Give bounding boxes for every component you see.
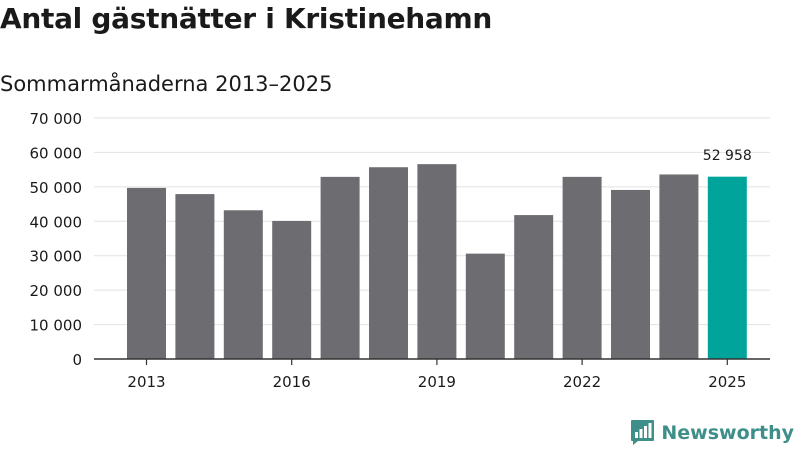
y-tick-label: 0 [72, 351, 82, 369]
bar-2021 [514, 215, 554, 359]
bar-2017 [320, 176, 360, 359]
bar-2022 [562, 176, 602, 359]
chart-title: Antal gästnätter i Kristinehamn [0, 2, 493, 35]
brand-name: Newsworthy [661, 421, 794, 444]
y-tick-label: 70 000 [30, 110, 83, 128]
newsworthy-logo-icon [631, 420, 655, 445]
bar-2024 [659, 174, 699, 359]
bar-2015 [223, 210, 263, 359]
bar-2019 [417, 164, 457, 359]
y-tick-label: 50 000 [30, 179, 83, 197]
x-tick-label: 2022 [563, 373, 601, 391]
chart-subtitle: Sommarmånaderna 2013–2025 [0, 72, 333, 96]
x-tick-label: 2019 [418, 373, 456, 391]
y-tick-label: 40 000 [30, 213, 83, 231]
data-label-2025: 52 958 [703, 148, 752, 164]
bar-2013 [127, 187, 166, 359]
x-tick-label: 2016 [273, 373, 311, 391]
bar-2014 [175, 194, 215, 359]
x-tick-label: 2013 [127, 373, 165, 391]
bar-2025 [707, 176, 747, 359]
bar-2020 [465, 253, 505, 359]
bar-2016 [272, 220, 312, 359]
x-tick-label: 2025 [708, 373, 746, 391]
y-tick-label: 10 000 [30, 317, 83, 335]
brand-logo: Newsworthy [630, 419, 794, 446]
y-tick-label: 30 000 [30, 248, 83, 266]
bar-2023 [611, 189, 650, 359]
bar-2018 [369, 167, 408, 359]
y-tick-label: 20 000 [30, 282, 83, 300]
y-tick-label: 60 000 [30, 144, 83, 162]
